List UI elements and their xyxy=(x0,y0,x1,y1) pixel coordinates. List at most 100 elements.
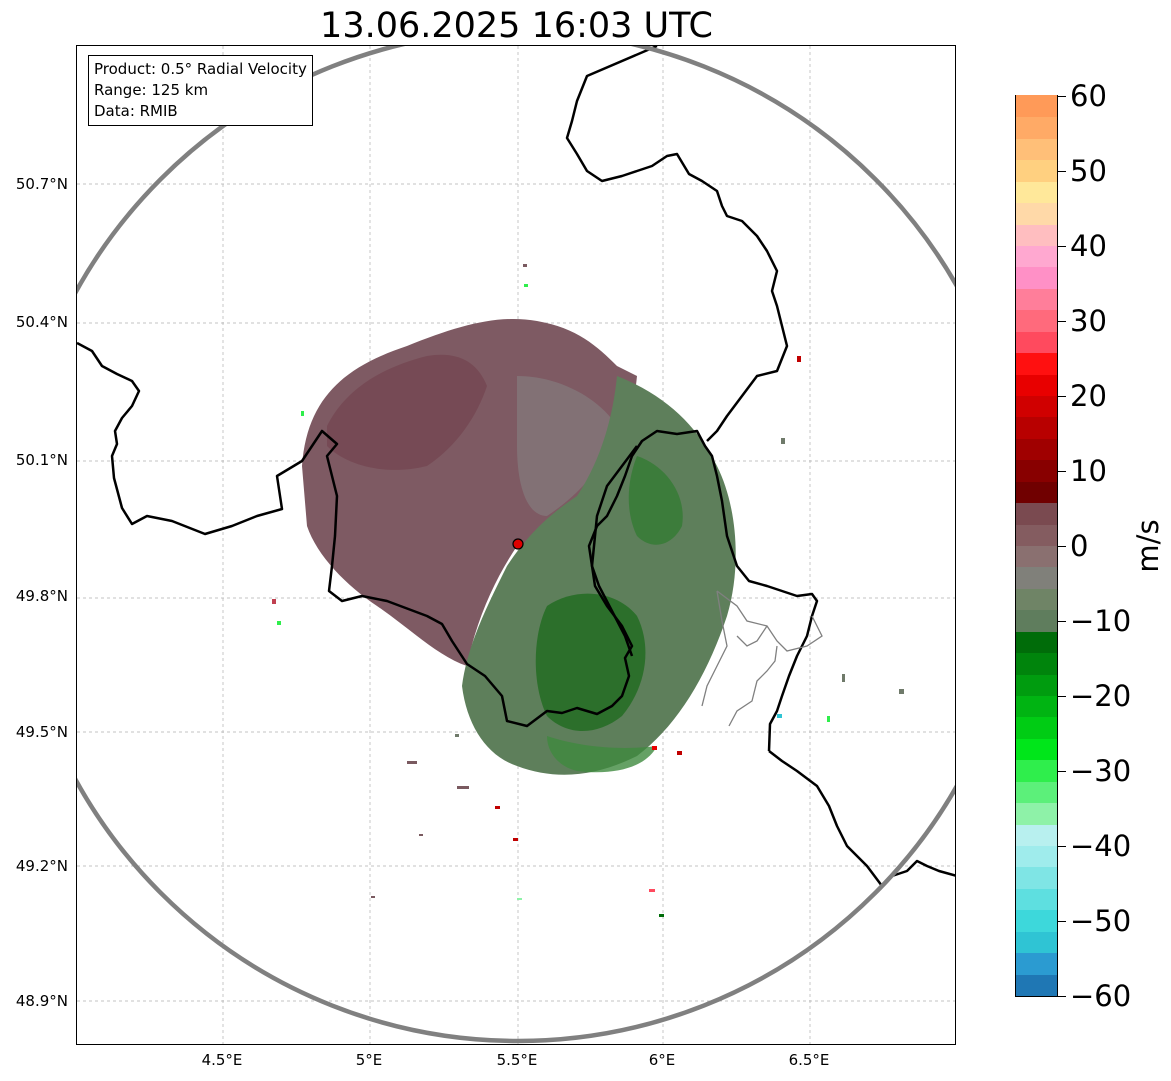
lat-label: 49.8°N xyxy=(15,587,68,605)
colorbar-segment xyxy=(1016,202,1057,225)
colorbar-tick xyxy=(1058,771,1066,772)
colorbar-segment xyxy=(1016,181,1057,204)
lon-label: 6°E xyxy=(648,1051,676,1069)
colorbar-tick-label: −40 xyxy=(1070,829,1132,863)
regional-borders xyxy=(701,590,823,727)
velocity-colorbar xyxy=(1015,95,1058,997)
colorbar-segment xyxy=(1016,845,1057,868)
colorbar-segment xyxy=(1016,502,1057,525)
colorbar-segment xyxy=(1016,438,1057,461)
info-data-source: Data: RMIB xyxy=(94,102,178,120)
lon-label: 6.5°E xyxy=(788,1051,830,1069)
colorbar-tick-label: 10 xyxy=(1070,454,1107,488)
lon-label: 5.5°E xyxy=(496,1051,538,1069)
colorbar-segment xyxy=(1016,695,1057,718)
colorbar-segment xyxy=(1016,331,1057,354)
colorbar-segment xyxy=(1016,931,1057,954)
echo-inbound-strong xyxy=(535,593,646,731)
colorbar-segment xyxy=(1016,309,1057,332)
lat-label: 50.7°N xyxy=(15,175,68,193)
lat-label: 49.5°N xyxy=(15,723,68,741)
colorbar-segment xyxy=(1016,138,1057,161)
colorbar-tick-label: 50 xyxy=(1070,154,1107,188)
product-info-box: Product: 0.5° Radial Velocity Range: 125… xyxy=(88,55,313,126)
colorbar-segment xyxy=(1016,609,1057,632)
colorbar-segment xyxy=(1016,716,1057,739)
colorbar-segment xyxy=(1016,352,1057,375)
colorbar-tick-label: 60 xyxy=(1070,79,1107,113)
colorbar-segment xyxy=(1016,223,1057,246)
colorbar-segment xyxy=(1016,673,1057,696)
colorbar-tick xyxy=(1058,396,1066,397)
colorbar-segment xyxy=(1016,459,1057,482)
border-luxembourg-west xyxy=(590,445,638,657)
colorbar-segment xyxy=(1016,738,1057,761)
colorbar-segment xyxy=(1016,823,1057,846)
colorbar-segment xyxy=(1016,245,1057,268)
colorbar-segment xyxy=(1016,373,1057,396)
colorbar-segment xyxy=(1016,523,1057,546)
colorbar-tick xyxy=(1058,696,1066,697)
colorbar-tick xyxy=(1058,996,1066,997)
colorbar-segment xyxy=(1016,288,1057,311)
radar-map[interactable] xyxy=(76,45,956,1045)
range-ring xyxy=(77,46,955,1044)
colorbar-segment xyxy=(1016,266,1057,289)
colorbar-segment xyxy=(1016,759,1057,782)
echo-inbound-strong-east xyxy=(628,456,683,545)
colorbar-segment xyxy=(1016,566,1057,589)
colorbar-tick xyxy=(1058,621,1066,622)
border-belgium-germany xyxy=(565,46,789,442)
colorbar-segment xyxy=(1016,952,1057,975)
colorbar-segment xyxy=(1016,973,1057,996)
colorbar-tick xyxy=(1058,921,1066,922)
colorbar-tick-label: −50 xyxy=(1070,904,1132,938)
colorbar-tick xyxy=(1058,846,1066,847)
colorbar-segment xyxy=(1016,481,1057,504)
lat-label: 50.4°N xyxy=(15,313,68,331)
colorbar-segment xyxy=(1016,909,1057,932)
colorbar-tick-label: 40 xyxy=(1070,229,1107,263)
lat-label: 50.1°N xyxy=(15,451,68,469)
lat-label: 48.9°N xyxy=(15,992,68,1010)
colorbar-segment xyxy=(1016,631,1057,654)
colorbar-tick-label: −10 xyxy=(1070,604,1132,638)
colorbar-segment xyxy=(1016,888,1057,911)
echo-scatter-south xyxy=(547,736,657,773)
border-france-belgium-west xyxy=(77,341,819,752)
colorbar-tick xyxy=(1058,96,1066,97)
colorbar-segment xyxy=(1016,159,1057,182)
echo-outbound-region-dark xyxy=(327,354,487,470)
echo-inbound-region xyxy=(462,376,736,775)
radar-echoes xyxy=(272,264,904,917)
colorbar-tick-label: −30 xyxy=(1070,754,1132,788)
lon-label: 4.5°E xyxy=(201,1051,243,1069)
country-borders xyxy=(77,46,955,888)
colorbar-tick-label: −60 xyxy=(1070,979,1132,1013)
colorbar-segment xyxy=(1016,116,1057,139)
colorbar-tick xyxy=(1058,546,1066,547)
colorbar-tick-label: 30 xyxy=(1070,304,1107,338)
colorbar-segment xyxy=(1016,781,1057,804)
colorbar-segment xyxy=(1016,802,1057,825)
info-range: Range: 125 km xyxy=(94,81,209,99)
border-germany-france-south xyxy=(768,750,955,888)
colorbar-tick xyxy=(1058,246,1066,247)
colorbar-tick xyxy=(1058,171,1066,172)
colorbar-segment xyxy=(1016,866,1057,889)
echo-near-zero-region xyxy=(517,376,617,516)
lon-label: 5°E xyxy=(355,1051,383,1069)
colorbar-segment xyxy=(1016,95,1057,118)
info-product: Product: 0.5° Radial Velocity xyxy=(94,60,307,78)
colorbar-segment xyxy=(1016,545,1057,568)
colorbar-tick-label: −20 xyxy=(1070,679,1132,713)
colorbar-segment xyxy=(1016,588,1057,611)
radar-map-canvas xyxy=(77,46,955,1044)
map-title: 13.06.2025 16:03 UTC xyxy=(320,6,713,46)
colorbar-unit-label: m/s xyxy=(1131,519,1165,573)
radar-site-marker xyxy=(512,538,524,550)
colorbar-segment xyxy=(1016,395,1057,418)
colorbar-tick xyxy=(1058,321,1066,322)
colorbar-tick-label: 0 xyxy=(1070,529,1089,563)
colorbar-segment xyxy=(1016,416,1057,439)
